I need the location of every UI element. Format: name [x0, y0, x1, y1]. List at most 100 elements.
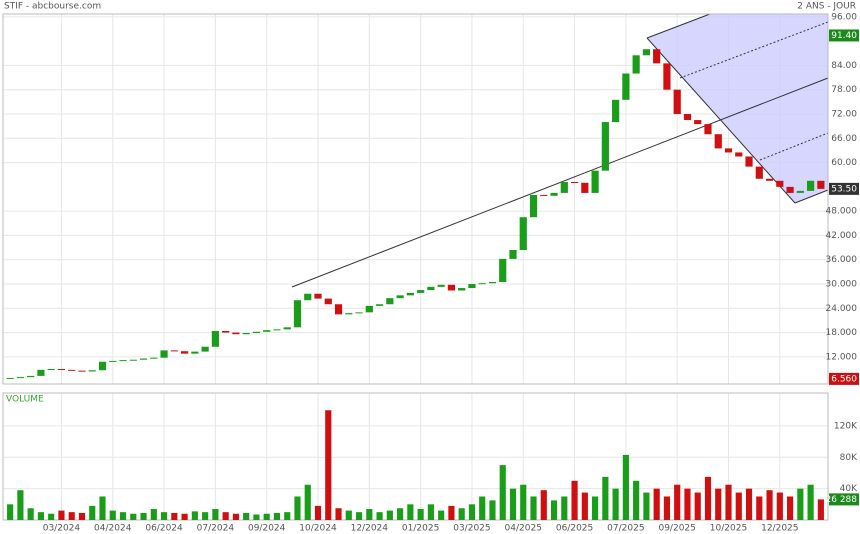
volume-bar	[325, 410, 332, 520]
volume-bar	[612, 488, 619, 520]
volume-bar	[37, 512, 44, 520]
x-tick-label: 04/2024	[94, 524, 132, 534]
x-tick-label: 07/2024	[197, 524, 235, 534]
candle	[396, 295, 404, 299]
candle	[150, 357, 158, 359]
price-tag-label: 6.560	[831, 374, 857, 384]
candle	[304, 293, 312, 301]
price-tag-label: 26 288	[826, 495, 858, 505]
candle	[57, 369, 66, 371]
y-tick-label: 78.00	[831, 85, 857, 95]
volume-bar	[417, 509, 424, 520]
volume-bar	[663, 496, 671, 520]
volume-bar	[684, 488, 691, 520]
volume-bar	[7, 504, 14, 520]
volume-bar	[787, 496, 794, 520]
candle	[817, 180, 825, 189]
volume-bar	[468, 504, 476, 520]
volume-bar	[99, 496, 106, 520]
volume-bar	[160, 512, 168, 520]
volume-bar	[745, 488, 753, 520]
candle	[119, 360, 127, 362]
channel-upper	[646, 13, 711, 39]
x-tick-label: 12/2024	[351, 524, 389, 534]
candle	[540, 194, 548, 196]
candle	[724, 148, 733, 153]
candle	[78, 370, 86, 372]
candle	[529, 194, 538, 218]
volume-bar	[212, 509, 219, 520]
candle	[27, 375, 35, 378]
x-tick-label: 01/2025	[402, 524, 439, 534]
candle	[273, 329, 281, 331]
y-tick-label: 72.00	[831, 109, 857, 119]
volume-bar	[653, 488, 660, 520]
volume-bar	[540, 490, 547, 520]
candle	[16, 377, 24, 379]
candle	[427, 286, 435, 291]
candle	[263, 330, 271, 332]
candle	[314, 293, 322, 299]
y-tick-label: 80K	[840, 453, 858, 463]
volume-bar	[243, 512, 250, 520]
volume-bar	[550, 500, 558, 520]
candle	[673, 89, 681, 114]
volume-bar	[140, 512, 147, 520]
candle	[601, 122, 609, 171]
volume-bar	[68, 512, 75, 520]
volume-bar	[694, 492, 701, 520]
volume-bar	[89, 505, 96, 520]
channel-lower	[794, 189, 829, 204]
volume-bar	[314, 505, 322, 520]
x-tick-label: 03/2025	[453, 524, 490, 534]
volume-bar	[284, 512, 291, 520]
volume-bar	[27, 508, 34, 520]
volume-bar	[561, 496, 568, 520]
candle	[437, 284, 445, 287]
volume-bar	[776, 492, 783, 520]
candle	[468, 284, 476, 289]
candle	[632, 55, 640, 74]
candle	[519, 217, 527, 251]
volume-bar	[509, 488, 517, 520]
volume-bar	[438, 510, 445, 520]
candle	[765, 178, 774, 181]
volume-bar	[407, 504, 414, 520]
volume-bar	[756, 496, 763, 520]
x-tick-label: 10/2025	[710, 524, 747, 534]
candle	[406, 292, 414, 296]
candle	[612, 99, 620, 123]
channel-line	[646, 37, 796, 204]
volume-bar	[479, 496, 486, 520]
volume-bar	[817, 499, 824, 520]
candle	[232, 332, 240, 335]
y-tick-label: 120K	[834, 421, 858, 431]
candle	[683, 113, 692, 121]
volume-bar	[674, 484, 681, 520]
candle	[499, 258, 507, 282]
volume-bar	[643, 492, 650, 520]
volume-bar	[725, 484, 732, 520]
x-tick-label: 09/2024	[248, 524, 286, 534]
candle	[417, 290, 425, 293]
volume-bar	[571, 480, 578, 520]
candle	[714, 134, 722, 149]
candle	[663, 63, 671, 90]
volume-bar	[448, 505, 455, 520]
volume-bar	[797, 488, 804, 520]
price-tag	[829, 493, 859, 506]
candle	[386, 298, 394, 305]
y-tick-label: 66.00	[831, 134, 857, 144]
candle	[37, 369, 45, 376]
volume-panel	[2, 392, 829, 521]
candle	[211, 330, 219, 347]
volume-bar	[171, 512, 178, 520]
y-tick-label: 12.000	[826, 352, 858, 362]
candle	[653, 49, 661, 64]
y-tick-label: 48.000	[826, 207, 858, 217]
volume-bar	[181, 513, 188, 520]
volume-bar	[17, 490, 24, 520]
volume-bar	[633, 480, 640, 520]
volume-bar	[273, 512, 281, 520]
candle	[478, 283, 486, 285]
